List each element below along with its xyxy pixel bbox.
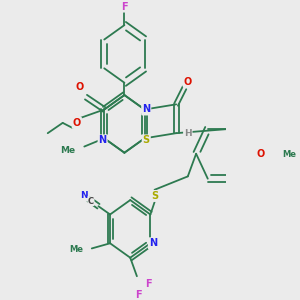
Text: Me: Me: [283, 150, 297, 159]
Text: N: N: [149, 238, 157, 248]
Text: Me: Me: [60, 146, 75, 155]
Text: F: F: [135, 290, 142, 300]
Text: O: O: [73, 118, 81, 128]
Text: S: S: [151, 191, 158, 201]
Text: O: O: [184, 77, 192, 87]
Text: S: S: [143, 135, 150, 146]
Text: O: O: [75, 82, 83, 92]
Text: N: N: [142, 104, 150, 115]
Text: N: N: [80, 191, 88, 200]
Text: H: H: [184, 129, 192, 138]
Text: N: N: [98, 135, 107, 146]
Text: O: O: [257, 149, 265, 159]
Text: Me: Me: [70, 245, 83, 254]
Text: F: F: [145, 280, 152, 290]
Text: F: F: [121, 2, 128, 12]
Text: C: C: [88, 196, 94, 206]
